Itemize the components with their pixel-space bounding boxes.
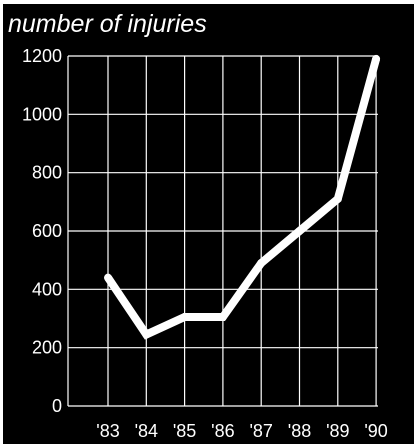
x-tick-label: '86 (211, 421, 234, 441)
y-tick-label: 200 (32, 338, 62, 358)
data-point (295, 227, 304, 235)
series-line (104, 57, 380, 340)
x-tick-label: '84 (135, 421, 158, 441)
x-tick-label: '85 (173, 421, 196, 441)
y-tick-label: 1000 (22, 104, 62, 124)
chart-panel (3, 4, 414, 444)
chart-grid (67, 55, 378, 407)
x-tick-label: '83 (96, 421, 119, 441)
data-point (257, 259, 266, 268)
injuries-series (104, 54, 381, 340)
y-tick-label: 0 (52, 396, 62, 416)
x-tick-label: '88 (288, 421, 311, 441)
y-tick-label: 800 (32, 163, 62, 183)
data-point (218, 313, 227, 322)
data-point (180, 313, 189, 322)
data-point (142, 330, 151, 339)
y-tick-label: 400 (32, 279, 62, 299)
data-point (372, 54, 381, 63)
chart-title: number of injuries (8, 10, 207, 38)
x-tick-label: '87 (249, 421, 272, 441)
data-point (104, 273, 112, 282)
y-tick-label: 600 (32, 221, 62, 241)
x-tick-label: '90 (364, 421, 387, 441)
x-tick-label: '89 (326, 421, 349, 441)
y-tick-label: 1200 (22, 46, 62, 66)
x-axis-ticks: '83 '84 '85 '86 '87 '88 '89 '90 (96, 421, 388, 441)
y-axis-ticks: 0 200 400 600 800 1000 1200 (22, 46, 62, 416)
data-point (333, 194, 342, 203)
